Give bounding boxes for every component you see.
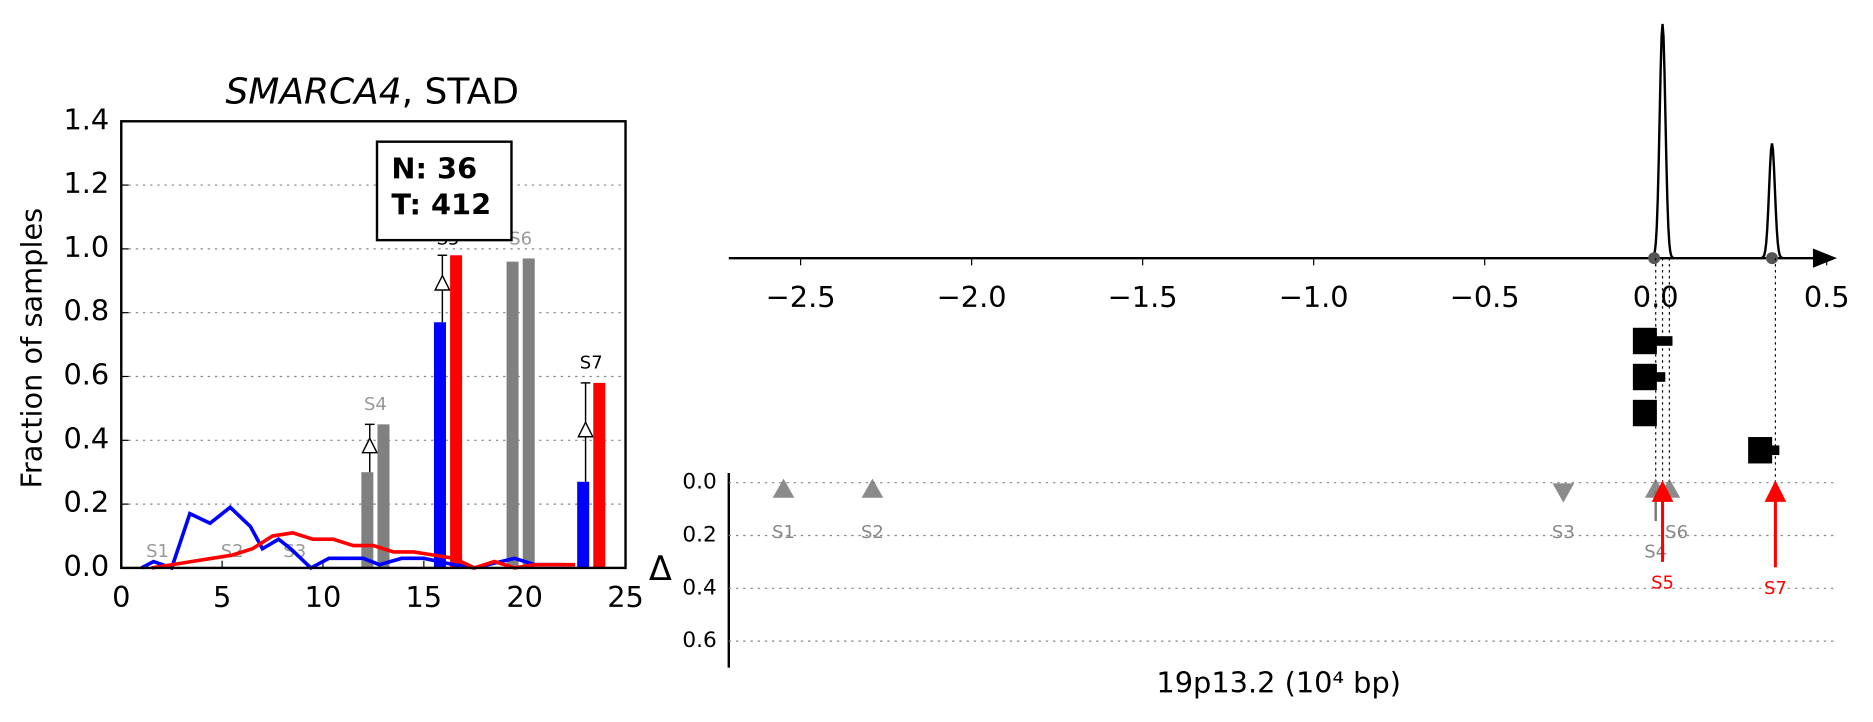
site-label: S1 (146, 541, 169, 562)
y-tick-label: 0.8 (63, 294, 109, 328)
plot-frame (120, 120, 627, 570)
bar (522, 258, 535, 568)
y-tick-label: 0.4 (682, 575, 716, 600)
x-tick-label: 5 (213, 580, 231, 614)
delta-marker (577, 420, 594, 438)
marker-label: S2 (861, 522, 884, 543)
y-tick-label: 1.0 (63, 230, 109, 264)
x-axis-arrow (1812, 248, 1837, 268)
site-label: S6 (509, 228, 532, 249)
y-tick-label: 0.6 (63, 357, 109, 391)
y-tick-label: 0.2 (682, 522, 716, 547)
x-tick-label: 25 (607, 580, 644, 614)
x-tick-label: 0.5 (1804, 280, 1850, 314)
bar (450, 255, 463, 568)
peak-dot (1765, 252, 1778, 265)
x-tick-label: 10 (305, 580, 342, 614)
x-tick-label: 0.0 (1633, 280, 1679, 314)
site-label: S7 (580, 353, 603, 374)
annotation-box (375, 140, 513, 242)
y-tick-label: 0.0 (682, 470, 716, 495)
delta-axis-label: Δ (649, 549, 672, 588)
marker-label: S5 (1651, 573, 1674, 594)
delta-marker (1552, 483, 1575, 503)
x-tick-label: −1.5 (1108, 280, 1178, 314)
x-tick-label: 20 (506, 580, 543, 614)
bar (433, 322, 446, 568)
y-tick-label: 1.2 (63, 166, 109, 200)
y-tick-label: 0.6 (682, 628, 716, 653)
y-axis-label: Fraction of samples (15, 208, 49, 489)
marker-label: S6 (1665, 522, 1688, 543)
peak (1760, 143, 1784, 260)
marker-label: S1 (772, 522, 795, 543)
line-series (151, 530, 576, 570)
segments (1632, 327, 1780, 464)
x-axis-label: 19p13.2 (10⁴ bp) (1156, 665, 1401, 699)
annotation-text: T: 412 (391, 188, 491, 222)
delta-marker (361, 436, 379, 454)
title-gene: SMARCA4 (225, 72, 401, 113)
arrow-head (1651, 480, 1674, 502)
delta-marker (861, 478, 884, 498)
bar (377, 424, 390, 568)
site-label: S4 (364, 394, 387, 415)
y-tick-label: 0.2 (63, 485, 109, 519)
x-tick-label: 15 (405, 580, 442, 614)
x-tick-label: 0 (112, 580, 130, 614)
bar (577, 481, 590, 568)
y-tick-label: 0.4 (63, 421, 109, 455)
bar (593, 382, 606, 568)
x-tick-label: −2.5 (766, 280, 836, 314)
annotation-text: N: 36 (391, 151, 477, 185)
chart-title: SMARCA4, STAD (225, 72, 519, 113)
peak (1650, 23, 1675, 260)
peak-dot (1648, 252, 1661, 265)
delta-marker (772, 478, 795, 498)
marker-label: S7 (1764, 578, 1787, 599)
marker-label: S3 (1552, 522, 1575, 543)
bar (506, 261, 519, 568)
delta-marker (433, 273, 451, 291)
bar (361, 472, 374, 568)
y-tick-label: 1.4 (63, 102, 109, 136)
x-tick-label: −0.5 (1450, 280, 1520, 314)
x-tick-label: −1.0 (1279, 280, 1349, 314)
x-tick-label: −2.0 (937, 280, 1007, 314)
y-tick-label: 0.0 (63, 549, 109, 583)
arrow-head (1764, 480, 1787, 502)
title-rest: , STAD (402, 72, 519, 113)
